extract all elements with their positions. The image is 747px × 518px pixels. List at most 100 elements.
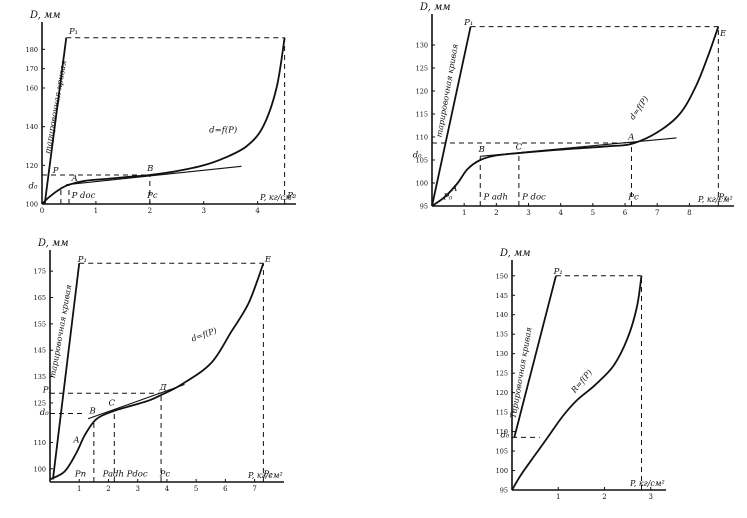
annotation: P₂ xyxy=(286,191,297,201)
x-tick-label: 1 xyxy=(462,209,466,217)
annotation: d₀ xyxy=(413,151,422,161)
x-tick-label: 2 xyxy=(148,207,152,215)
annotation: B xyxy=(478,145,485,155)
y-tick-label: 110 xyxy=(496,428,508,436)
annotation: d₀ xyxy=(40,408,49,418)
series-tangent xyxy=(87,383,185,420)
x-tick-label: 3 xyxy=(202,207,206,215)
annotation: P₁ xyxy=(553,267,563,277)
x-tick-label: 4 xyxy=(558,209,563,217)
x-axis-label: P, кг/см² xyxy=(697,195,733,204)
annotation: A xyxy=(450,184,457,194)
y-tick-label: 120 xyxy=(496,389,508,397)
annotation: Pc xyxy=(159,470,171,480)
y-tick-label: 120 xyxy=(26,162,38,170)
y-axis-label: D, мм xyxy=(499,248,531,259)
y-tick-label: 170 xyxy=(26,65,38,73)
annotation: P doc xyxy=(71,191,96,201)
x-tick-label: 3 xyxy=(649,493,653,501)
x-tick-label: 4 xyxy=(165,485,170,493)
y-tick-label: 100 xyxy=(26,201,38,209)
annotation: P₁ xyxy=(77,255,87,265)
y-tick-label: 105 xyxy=(496,448,508,456)
annotation: C xyxy=(108,399,115,409)
annotation: P₁ xyxy=(68,27,78,37)
x-tick-label: 7 xyxy=(655,209,659,217)
y-tick-label: 95 xyxy=(500,487,508,495)
series-curve xyxy=(41,37,286,205)
y-tick-label: 180 xyxy=(26,46,38,54)
annotation: Pc xyxy=(627,193,639,203)
annotation: Pn xyxy=(74,470,86,480)
annotation: R=f(P) xyxy=(569,368,594,395)
annotation: B xyxy=(88,406,95,416)
series-curve xyxy=(511,275,643,491)
annotation: P doc xyxy=(521,193,546,203)
annotation: P₂ xyxy=(717,193,728,203)
y-tick-label: 105 xyxy=(416,157,428,165)
y-axis-label: D, мм xyxy=(37,238,69,249)
y-tick-label: 160 xyxy=(26,85,38,93)
y-tick-label: 130 xyxy=(416,42,428,50)
series-tangent xyxy=(66,165,242,186)
annotation: A xyxy=(71,174,78,184)
x-tick-label: 2 xyxy=(602,493,606,501)
annotation: P₁ xyxy=(42,385,52,395)
y-tick-label: 125 xyxy=(416,65,428,73)
annotation: Padh Pdoc xyxy=(102,470,148,480)
series-curve xyxy=(49,262,265,481)
x-tick-label: 3 xyxy=(526,209,530,217)
annotation: P₀ xyxy=(442,193,453,203)
x-tick-label: 7 xyxy=(252,485,256,493)
annotation: P₂ xyxy=(262,470,273,480)
annotation: Д xyxy=(159,383,168,393)
series-curve xyxy=(431,26,720,207)
y-tick-label: 175 xyxy=(34,268,46,276)
x-tick-label: 2 xyxy=(494,209,498,217)
annotation: B xyxy=(146,164,153,174)
y-tick-label: 100 xyxy=(416,180,428,188)
x-tick-label: 1 xyxy=(94,207,98,215)
annotation: Pc xyxy=(146,191,158,201)
annotation: тарировочная кривая xyxy=(43,60,68,155)
y-tick-label: 110 xyxy=(34,439,46,447)
series-calibration xyxy=(43,37,68,205)
annotation: d₀ xyxy=(500,430,509,440)
annotation: d=f(P) xyxy=(190,326,218,343)
y-tick-label: 145 xyxy=(34,347,46,355)
annotation: E xyxy=(719,29,727,39)
y-tick-label: 125 xyxy=(496,370,508,378)
y-tick-label: 100 xyxy=(496,467,508,475)
annotation: A xyxy=(627,132,634,142)
y-tick-label: 145 xyxy=(496,292,508,300)
y-tick-label: 135 xyxy=(34,373,46,381)
y-tick-label: 100 xyxy=(34,465,46,473)
y-tick-label: 140 xyxy=(496,311,508,319)
x-tick-label: 0 xyxy=(40,207,44,215)
annotation: P adh xyxy=(482,193,507,203)
chart-2: D, мм P, кг/см² 1 2 3 4 5 6 7 8 95 100 105 110 115 120 1… xyxy=(413,2,734,217)
annotation: C xyxy=(516,142,523,152)
y-axis-label: D, мм xyxy=(419,2,451,13)
chart-1: D, мм P, кг/см² 0 1 2 3 4 100 120 140 160 170 180 d=f… xyxy=(26,10,297,215)
x-tick-label: 1 xyxy=(556,493,560,501)
series-calibration xyxy=(52,263,81,480)
x-tick-label: 5 xyxy=(194,485,198,493)
chart-3: D, мм P, кг/см² 1 2 3 4 5 6 7 100 110 125 135 145 155 1… xyxy=(34,238,284,493)
y-tick-label: 115 xyxy=(496,409,508,417)
y-tick-label: 125 xyxy=(34,399,46,407)
x-tick-label: 1 xyxy=(77,485,81,493)
annotation: P₁ xyxy=(463,18,473,28)
x-tick-label: 2 xyxy=(106,485,110,493)
annotation: d=f(P) xyxy=(209,124,237,135)
y-tick-label: 115 xyxy=(416,111,428,119)
series-calibration xyxy=(431,26,472,207)
y-tick-label: 150 xyxy=(496,272,508,280)
annotation: d₀ xyxy=(29,182,38,192)
annotation: E xyxy=(264,255,272,265)
x-tick-label: 6 xyxy=(223,485,228,493)
annotation: тарировочная кривая xyxy=(48,284,73,379)
y-tick-label: 95 xyxy=(420,203,428,211)
